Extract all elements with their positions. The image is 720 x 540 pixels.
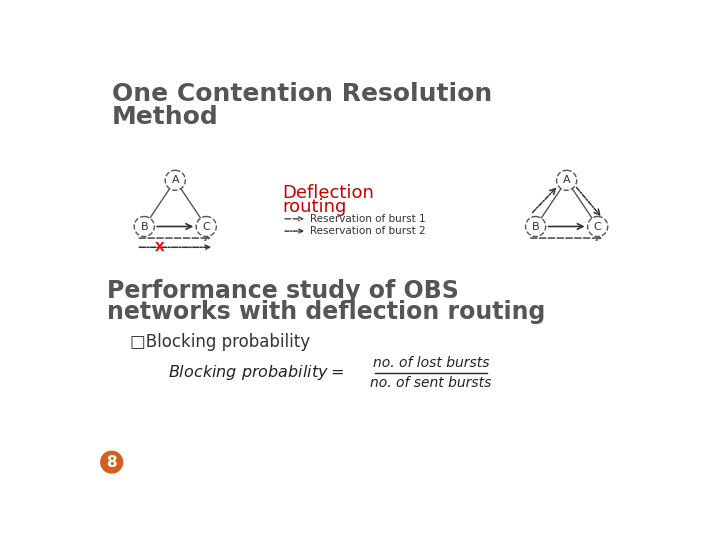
Text: C: C bbox=[594, 221, 601, 232]
Text: Performance study of OBS: Performance study of OBS bbox=[107, 279, 459, 303]
Circle shape bbox=[557, 170, 577, 190]
Circle shape bbox=[100, 450, 123, 474]
Text: $\mathit{Blocking\ probability} =$: $\mathit{Blocking\ probability} =$ bbox=[168, 363, 343, 382]
Text: One Contention Resolution: One Contention Resolution bbox=[112, 82, 492, 106]
Text: □Blocking probability: □Blocking probability bbox=[130, 333, 310, 351]
Text: no. of sent bursts: no. of sent bursts bbox=[370, 376, 492, 390]
Text: B: B bbox=[532, 221, 539, 232]
Text: networks with deflection routing: networks with deflection routing bbox=[107, 300, 546, 323]
Text: 8: 8 bbox=[107, 455, 117, 470]
Circle shape bbox=[196, 217, 216, 237]
Text: Method: Method bbox=[112, 105, 218, 129]
Text: Deflection: Deflection bbox=[282, 184, 374, 202]
Text: X: X bbox=[155, 241, 165, 254]
Text: A: A bbox=[563, 176, 570, 185]
FancyBboxPatch shape bbox=[87, 62, 651, 484]
Text: C: C bbox=[202, 221, 210, 232]
Text: no. of lost bursts: no. of lost bursts bbox=[373, 356, 490, 370]
Text: Reservation of burst 1: Reservation of burst 1 bbox=[310, 214, 426, 224]
Circle shape bbox=[165, 170, 185, 190]
Circle shape bbox=[526, 217, 546, 237]
Circle shape bbox=[134, 217, 154, 237]
Circle shape bbox=[588, 217, 608, 237]
Text: B: B bbox=[140, 221, 148, 232]
Text: Reservation of burst 2: Reservation of burst 2 bbox=[310, 226, 426, 236]
Text: A: A bbox=[171, 176, 179, 185]
Text: routing: routing bbox=[282, 198, 346, 216]
